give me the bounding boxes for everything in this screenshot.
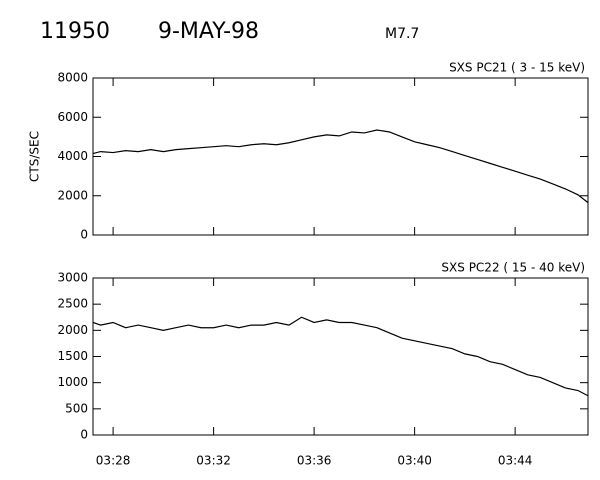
panel-subtitle: SXS PC21 ( 3 - 15 keV) <box>449 61 585 75</box>
y-tick-label: 0 <box>80 228 88 242</box>
data-line <box>92 316 589 397</box>
y-tick-label: 2000 <box>57 188 88 202</box>
x-tick-label: 03:36 <box>297 454 332 468</box>
event-number: 11950 <box>40 19 110 44</box>
x-tick-label: 03:40 <box>397 454 432 468</box>
y-tick-label: 2500 <box>57 297 88 311</box>
y-tick-label: 4000 <box>57 149 88 163</box>
y-tick-label: 1500 <box>57 349 88 363</box>
y-tick-label: 3000 <box>57 271 88 285</box>
plot-frame <box>92 277 589 436</box>
y-tick-label: 8000 <box>57 71 88 85</box>
x-tick-label: 03:28 <box>96 454 131 468</box>
y-tick-label: 2000 <box>57 323 88 337</box>
x-tick-label: 03:44 <box>498 454 533 468</box>
event-date: 9-MAY-98 <box>158 19 259 44</box>
y-tick-label: 1000 <box>57 375 88 389</box>
panel-subtitle: SXS PC22 ( 15 - 40 keV) <box>441 261 585 275</box>
y-tick-label: 500 <box>65 401 88 415</box>
plot-frame <box>92 77 589 236</box>
flare-class: M7.7 <box>385 26 419 42</box>
x-tick-label: 03:32 <box>196 454 231 468</box>
y-tick-label: 0 <box>80 428 88 442</box>
y-tick-label: 6000 <box>57 110 88 124</box>
y-axis-label: CTS/SEC <box>28 131 42 182</box>
data-line <box>92 129 589 204</box>
